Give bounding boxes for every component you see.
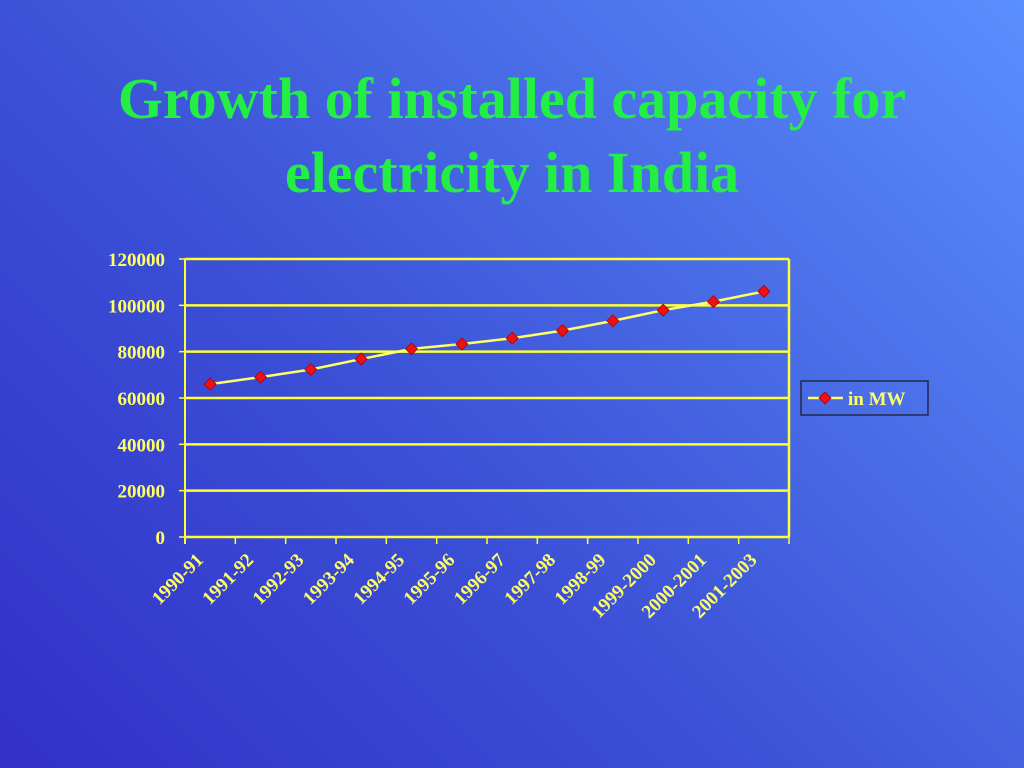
x-tick-label: 1991-92 [198,550,258,610]
data-point [404,342,419,356]
y-tick-label: 100000 [108,296,165,317]
title-line-1: Growth of installed capacity for [117,66,907,131]
x-tick-label: 1992-93 [249,550,309,610]
axes [179,258,791,544]
data-point [253,370,268,384]
gridlines [185,257,789,539]
y-tick-label: 80000 [118,343,166,364]
title-line-2: electricity in India [284,140,740,205]
x-tick-label: 1997-98 [500,550,560,610]
series-line [209,290,765,386]
y-tick-label: 20000 [118,482,166,503]
slide-title: Growth of installed capacity for electri… [0,62,1024,210]
legend-label: in MW [848,389,906,410]
y-tick-label: 120000 [108,250,165,271]
data-point [606,314,620,328]
y-tick-labels: 0 20000 40000 60000 80000 100000 120000 [108,250,165,549]
y-tick-label: 60000 [118,389,166,410]
data-point [555,324,570,338]
x-tick-labels: 1990-911991-921992-931993-941994-951995-… [148,549,761,622]
y-tick-label: 0 [156,528,166,549]
data-point [505,331,519,345]
x-tick-label: 1995-96 [400,550,460,610]
data-point [455,337,469,351]
data-point [706,295,721,309]
data-point [656,303,670,317]
x-tick-label: 1996-97 [450,549,510,609]
series-in-mw [203,284,771,391]
legend-marker-swatch [818,391,832,405]
x-tick-label: 1994-95 [349,550,409,610]
y-tick-label: 40000 [118,435,166,456]
legend: in MW [800,380,929,416]
data-point [203,377,217,391]
x-tick-label: 1993-94 [299,549,359,609]
x-tick-label: 1990-91 [148,550,208,610]
legend-box [800,380,929,416]
data-point [354,352,368,366]
data-point [304,362,318,377]
data-point [757,284,771,298]
